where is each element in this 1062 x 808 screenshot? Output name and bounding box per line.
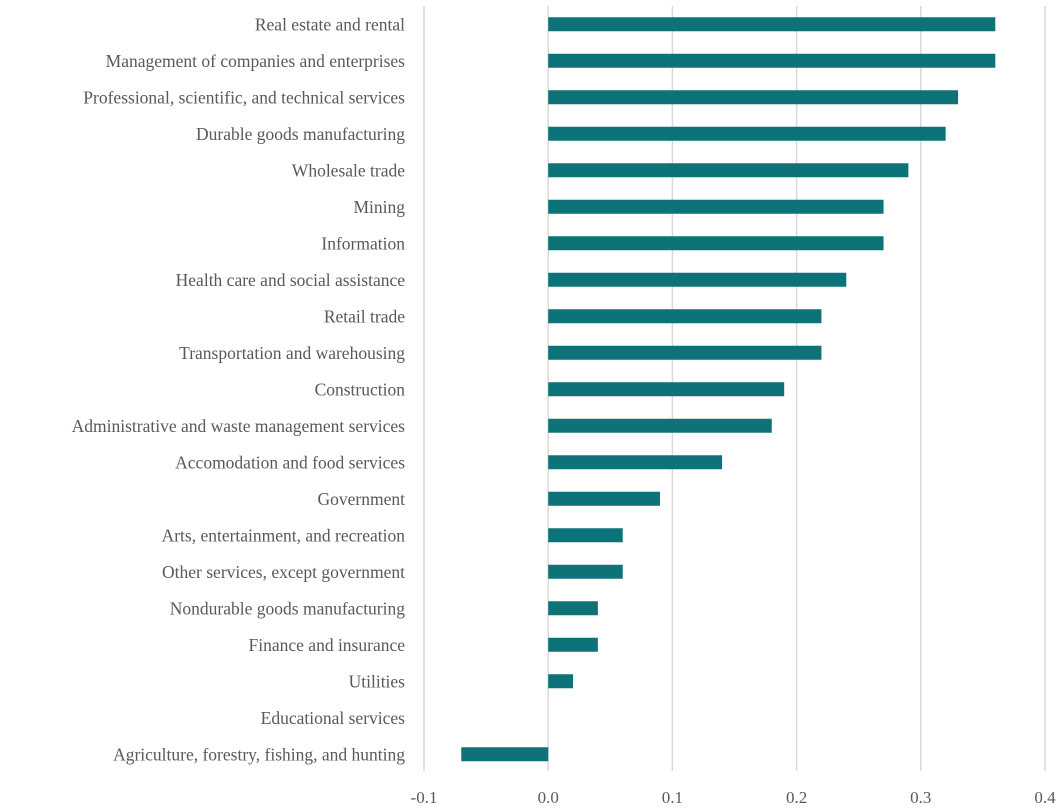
category-label: Agriculture, forestry, fishing, and hunt… xyxy=(113,744,405,764)
bar xyxy=(548,674,574,689)
bar xyxy=(548,601,598,616)
bar xyxy=(548,382,785,397)
bar xyxy=(548,564,623,579)
category-label: Information xyxy=(321,233,405,253)
x-tick-label: 0.1 xyxy=(662,788,683,807)
category-label: Construction xyxy=(315,379,406,399)
bar xyxy=(548,345,822,360)
category-label: Government xyxy=(318,489,406,509)
bar xyxy=(548,528,623,543)
x-tick-label: 0.0 xyxy=(538,788,559,807)
x-tick-label: 0.2 xyxy=(786,788,807,807)
bar xyxy=(548,455,723,470)
category-label: Other services, except government xyxy=(162,562,405,582)
category-label: Durable goods manufacturing xyxy=(196,124,405,144)
x-tick-label: 0.3 xyxy=(910,788,931,807)
x-tick-label: -0.1 xyxy=(411,788,438,807)
bar xyxy=(548,90,959,105)
category-label: Finance and insurance xyxy=(249,635,406,655)
bars xyxy=(461,17,996,762)
category-label: Health care and social assistance xyxy=(176,270,406,290)
category-label: Real estate and rental xyxy=(255,14,405,34)
category-label: Professional, scientific, and technical … xyxy=(83,87,405,107)
category-label: Wholesale trade xyxy=(292,160,405,180)
category-labels: Real estate and rental Management of com… xyxy=(72,14,406,764)
bar xyxy=(548,491,660,506)
category-label: Management of companies and enterprises xyxy=(106,51,406,71)
category-label: Accomodation and food services xyxy=(175,452,405,472)
category-label: Utilities xyxy=(349,671,406,691)
category-label: Educational services xyxy=(261,708,406,728)
bar xyxy=(548,272,847,287)
x-tick-labels: -0.1 0.0 0.1 0.2 0.3 0.4 xyxy=(411,788,1057,807)
bar xyxy=(548,199,884,214)
category-label: Administrative and waste management serv… xyxy=(72,416,406,436)
category-label: Mining xyxy=(353,197,405,217)
category-label: Retail trade xyxy=(324,306,405,326)
bar xyxy=(548,309,822,324)
bar xyxy=(548,418,772,433)
category-label: Transportation and warehousing xyxy=(179,343,405,363)
bar xyxy=(548,236,884,251)
category-label: Arts, entertainment, and recreation xyxy=(162,525,406,545)
bar xyxy=(548,637,598,652)
bar xyxy=(461,747,549,762)
bar xyxy=(548,17,996,32)
x-tick-label: 0.4 xyxy=(1034,788,1056,807)
bar xyxy=(548,53,996,68)
bar xyxy=(548,163,909,178)
bar xyxy=(548,126,946,141)
category-label: Nondurable goods manufacturing xyxy=(170,598,405,618)
